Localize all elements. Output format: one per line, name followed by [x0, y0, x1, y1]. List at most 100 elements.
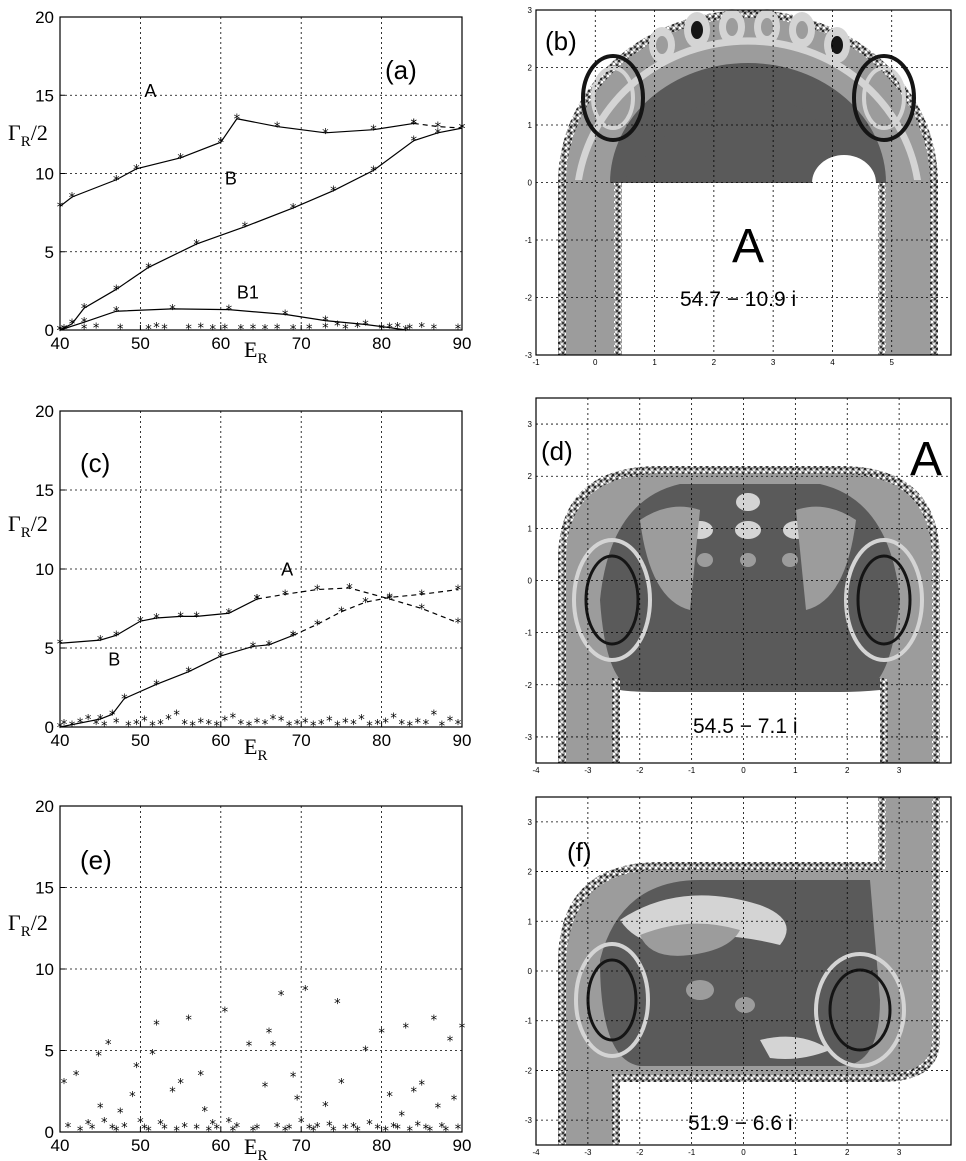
data-point: *	[113, 174, 120, 189]
scatter-point: *	[197, 322, 204, 337]
scatter-point: *	[274, 1121, 281, 1136]
scatter-point: *	[205, 718, 212, 733]
scatter-points: ****************************************…	[61, 984, 466, 1139]
scatter-point: *	[181, 1121, 188, 1136]
scatter-point: *	[73, 1069, 80, 1084]
scatter-point: *	[254, 716, 261, 731]
data-point: *	[322, 315, 329, 330]
x-tick-label: 0	[741, 1148, 746, 1157]
data-point: *	[330, 185, 337, 200]
data-point: *	[314, 584, 321, 599]
panel-label: (a)	[385, 55, 417, 85]
x-tick-label: 0	[593, 358, 598, 367]
y-tick-label: 3	[528, 6, 533, 15]
y-tick-label: -3	[525, 351, 533, 360]
series-label-B: B	[108, 649, 120, 669]
y-tick-label: 5	[45, 639, 54, 658]
x-tick-label: 40	[51, 731, 70, 750]
scatter-point: *	[69, 719, 76, 734]
scatter-point: *	[125, 719, 132, 734]
contour-band	[590, 43, 906, 171]
x-tick-label: 60	[211, 1136, 230, 1155]
y-tick-label: -1	[525, 1017, 533, 1026]
x-tick-label: 70	[292, 731, 311, 750]
x-tick-label: 50	[131, 334, 150, 353]
data-point: *	[226, 607, 233, 622]
scatter-point: *	[350, 1121, 357, 1136]
data-point: *	[282, 588, 289, 603]
panel-label: (c)	[80, 448, 110, 478]
scatter-point: *	[85, 713, 92, 728]
scatter-point: *	[230, 712, 237, 727]
x-tick-label: -1	[688, 766, 696, 775]
scatter-point: *	[197, 716, 204, 731]
state-label: A	[910, 433, 942, 486]
scatter-point: *	[310, 1124, 317, 1139]
scatter-point: *	[459, 1022, 466, 1037]
data-point: *	[411, 135, 418, 150]
scatter-point: *	[374, 1123, 381, 1138]
data-point: *	[322, 127, 329, 142]
scatter-point: *	[117, 1106, 124, 1121]
series-label-A: A	[281, 559, 293, 579]
scatter-point: *	[290, 323, 297, 338]
data-point: *	[459, 122, 466, 137]
scatter-point: *	[334, 997, 341, 1012]
scatter-point: *	[181, 718, 188, 733]
y-tick-labels: -3 -2 -1 0 1 2 3	[525, 818, 533, 1125]
scatter-point: *	[95, 1049, 102, 1064]
scatter-point: *	[266, 1027, 273, 1042]
scatter-point: *	[65, 1121, 72, 1136]
scatter-point: *	[354, 321, 361, 336]
scatter-point: *	[338, 1077, 345, 1092]
scatter-point: *	[390, 1121, 397, 1136]
scatter-point: *	[153, 321, 160, 336]
y-tick-label: 1	[528, 917, 533, 926]
scatter-point: *	[431, 1014, 438, 1029]
data-point: *	[109, 708, 116, 723]
wavefunction-image	[558, 466, 940, 763]
scatter-point: *	[282, 1124, 289, 1139]
data-point: *	[419, 588, 426, 603]
data-point: *	[435, 127, 442, 142]
y-tick-label: 15	[35, 879, 54, 898]
x-tick-label: 4	[830, 358, 835, 367]
scatter-point: *	[185, 1014, 192, 1029]
scatter-point: *	[262, 718, 269, 733]
nodal-rings	[572, 493, 924, 662]
scatter-point: *	[431, 708, 438, 723]
scatter-point: *	[161, 322, 168, 337]
y-tick-label: 0	[528, 577, 533, 586]
scatter-point: *	[85, 1118, 92, 1133]
data-point: *	[290, 629, 297, 644]
grid-lines	[536, 398, 951, 763]
scatter-point: *	[250, 322, 257, 337]
x-tick-label: 80	[372, 1136, 391, 1155]
data-point: *	[362, 596, 369, 611]
scatter-point: *	[113, 1124, 120, 1139]
panel-b-wavefunction-map: -1 0 1 2 3 4 5 -3 -2 -1 0 1 2 3 (b) A 54.7 − 10.9 i	[525, 6, 952, 367]
scatter-point: *	[382, 1124, 389, 1139]
scatter-point: *	[342, 1123, 349, 1138]
data-point: *	[346, 582, 353, 597]
scatter-point: *	[411, 1085, 418, 1100]
series-dashed-B	[292, 588, 459, 636]
data-point: *	[113, 305, 120, 320]
x-tick-labels: -4 -3 -2 -1 0 1 2 3	[532, 766, 901, 775]
scatter-point: *	[294, 1093, 301, 1108]
data-point: *	[153, 678, 160, 693]
scatter-point: *	[406, 719, 413, 734]
x-axis-label: ER	[244, 734, 267, 764]
scatter-point: *	[133, 1061, 140, 1076]
wavefunction-image	[558, 797, 940, 1145]
data-point: *	[435, 121, 442, 136]
data-point: *	[169, 303, 176, 318]
scatter-point: *	[214, 1123, 221, 1138]
data-point: *	[411, 117, 418, 132]
scatter-point: *	[129, 1090, 136, 1105]
data-point: *	[69, 191, 76, 206]
scatter-point: *	[197, 1069, 204, 1084]
data-point: *	[113, 629, 120, 644]
scatter-point: *	[173, 708, 180, 723]
map-frame	[535, 397, 952, 764]
